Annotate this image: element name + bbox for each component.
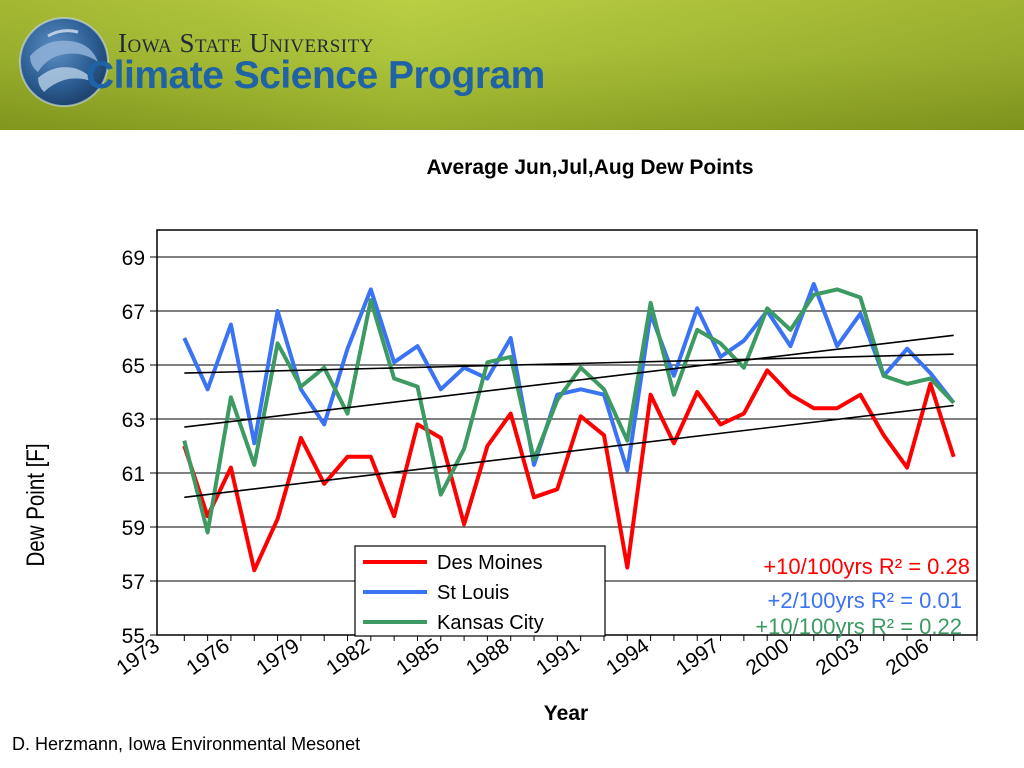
x-tick-label: 1979: [252, 634, 303, 680]
x-tick-label: 2006: [882, 634, 933, 680]
x-tick-label: 1991: [532, 634, 583, 680]
x-tick-label: 1982: [322, 634, 373, 680]
y-axis-label: Dew Point [F]: [21, 443, 49, 566]
trend-line-des-moines: [184, 404, 954, 499]
legend-label-kansas-city: Kansas City: [437, 612, 544, 634]
y-tick-label: 67: [122, 301, 145, 324]
y-tick-label: 63: [122, 409, 145, 432]
university-name: Iowa State University: [118, 28, 374, 58]
legend-label-des-moines: Des Moines: [437, 552, 543, 574]
x-tick-label: 1994: [602, 634, 654, 680]
legend-label-st-louis: St Louis: [437, 582, 509, 604]
x-tick-label: 2003: [812, 634, 863, 680]
x-tick-label: 1997: [672, 634, 723, 680]
x-tick-label: 1988: [462, 634, 513, 680]
y-tick-labels: 55 57 59 61 63 65 67 69: [122, 247, 145, 648]
annotation-des-moines: +10/100yrs R² = 0.28: [763, 554, 970, 579]
trend-line-kansas-city: [184, 334, 954, 428]
annotation-kansas-city: +10/100yrs R² = 0.22: [755, 614, 962, 639]
x-tick-label: 1976: [182, 634, 233, 680]
header-banner: Iowa State University Climate Science Pr…: [0, 0, 1024, 130]
trend-lines: [184, 334, 954, 499]
x-axis-label: Year: [544, 702, 588, 725]
chart-title: Average Jun,Jul,Aug Dew Points: [426, 156, 753, 179]
y-tick-label: 59: [122, 517, 145, 540]
footer-credit: D. Herzmann, Iowa Environmental Mesonet: [12, 734, 361, 754]
dew-point-chart: Average Jun,Jul,Aug Dew Points Dew Point…: [21, 156, 978, 725]
banner-shading: [0, 0, 1024, 130]
trend-line-st-louis: [184, 353, 954, 374]
annotation-st-louis: +2/100yrs R² = 0.01: [768, 588, 962, 613]
x-tick-label: 2000: [742, 634, 793, 680]
x-tick-labels: 1973 1976 1979 1982 1985 1988 1991 1994 1997 2000…: [112, 634, 933, 680]
y-tick-label: 57: [122, 571, 145, 594]
series-line-kansas-city: [182, 287, 956, 535]
x-tick-label: 1985: [392, 634, 443, 680]
series-line-des-moines: [182, 368, 956, 573]
data-series: [182, 282, 956, 573]
series-line-st-louis: [182, 282, 956, 473]
legend: Des Moines St Louis Kansas City: [354, 545, 606, 637]
y-tick-label: 61: [122, 463, 145, 486]
y-tick-label: 55: [122, 625, 145, 648]
program-title: Climate Science Program: [86, 54, 545, 97]
y-tick-label: 65: [122, 355, 145, 378]
isu-globe-logo-icon: [19, 17, 109, 107]
y-tick-label: 69: [122, 247, 145, 270]
